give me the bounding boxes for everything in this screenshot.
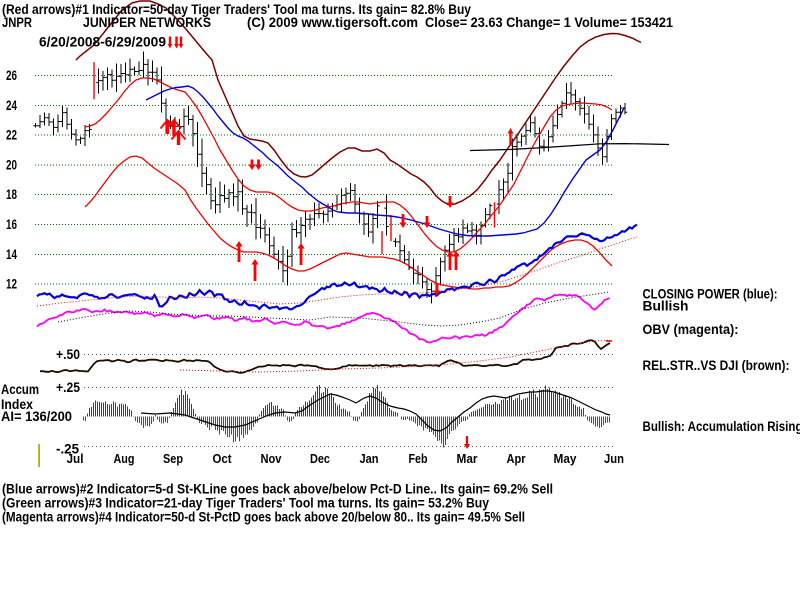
svg-text:Jan: Jan [360,452,379,466]
svg-text:Sep: Sep [163,452,183,466]
svg-text:Accum: Accum [1,382,39,397]
svg-text:Mar: Mar [457,452,478,466]
svg-text:+.50: +.50 [56,347,80,362]
svg-text:22: 22 [6,128,17,143]
svg-text:(C) 2009 www.tigersoft.com: (C) 2009 www.tigersoft.com [247,15,418,30]
svg-text:12: 12 [6,277,17,292]
svg-text:Close= 23.63 Change= 1 Volum: Close= 23.63 Change= 1 Volume= 153421 [425,15,673,30]
svg-text:REL.STR..VS DJI (brown):: REL.STR..VS DJI (brown): [643,358,790,373]
svg-text:Apr: Apr [507,452,526,466]
svg-text:OBV (magenta):: OBV (magenta): [643,322,739,337]
svg-text:26: 26 [6,68,17,83]
svg-text:May: May [554,452,577,466]
svg-text:Jun: Jun [604,452,624,466]
svg-text:(Blue arrows)#2 Indicator=5-d: (Blue arrows)#2 Indicator=5-d St-KLine g… [2,482,553,497]
svg-text:16: 16 [6,217,17,232]
svg-text:24: 24 [6,98,17,113]
svg-text:Bullish: Accumulation Rising: Bullish: Accumulation Rising [643,419,800,434]
svg-text:Nov: Nov [261,452,282,466]
svg-text:(Magenta arrows)#4 Indicator=5: (Magenta arrows)#4 Indicator=50-d St-Pct… [2,510,525,525]
svg-text:(Green arrows)#3 Indicator=21-: (Green arrows)#3 Indicator=21-day Tiger … [2,496,489,511]
svg-text:20: 20 [6,157,17,172]
svg-text:AI= 136/200: AI= 136/200 [1,409,72,424]
svg-text:JUNIPER NETWORKS: JUNIPER NETWORKS [83,15,211,30]
svg-text:Dec: Dec [310,452,330,466]
svg-text:Jul: Jul [67,452,84,466]
svg-text:JNPR: JNPR [2,15,32,30]
svg-text:Feb: Feb [409,452,428,466]
svg-text:14: 14 [6,247,17,262]
svg-text:6/20/2008-6/29/2009: 6/20/2008-6/29/2009 [39,35,166,50]
svg-text:+.25: +.25 [56,380,80,395]
svg-text:Bullish: Bullish [643,299,689,314]
svg-text:Aug: Aug [114,452,135,466]
svg-text:Oct: Oct [213,452,233,466]
svg-text:18: 18 [6,187,17,202]
